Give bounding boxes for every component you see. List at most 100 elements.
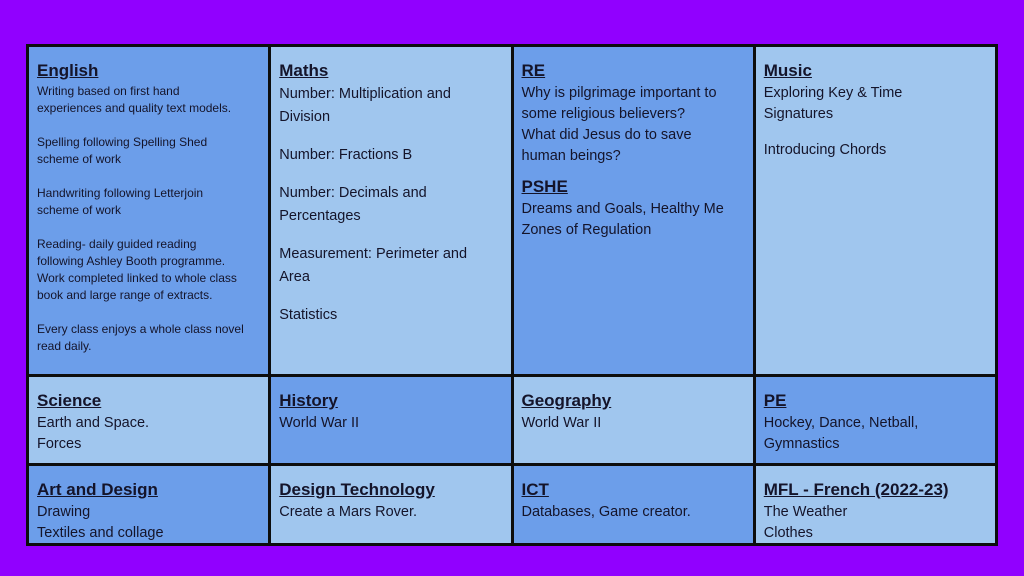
subject-section: Art and Design Drawing Textiles and collag… — [37, 478, 260, 543]
subject-title: RE — [521, 61, 546, 80]
subject-section: PSHE Dreams and Goals, Healthy Me Zones of… — [522, 175, 745, 241]
text-line: Percentages — [279, 208, 361, 224]
subject-cell: Design Technology Create a Mars Rover. — [271, 466, 511, 543]
text-line: experiences and quality text models. — [37, 101, 232, 115]
text-line: scheme of work — [37, 152, 122, 166]
subject-cell: English Writing based on first hand experi… — [29, 47, 269, 374]
subject-section: PE Hockey, Dance, Netball, Gymnastics — [764, 389, 987, 455]
subject-section: RE Why is pilgrimage important to some rel… — [522, 59, 745, 167]
text-line: Earth and Space. — [37, 415, 150, 431]
paragraph: Measurement: Perimeter and Area — [279, 243, 502, 289]
text-line: Number: Decimals and — [279, 185, 427, 201]
subject-cell: Maths Number: Multiplication and Division N… — [271, 47, 511, 374]
paragraph: Drawing Textiles and collage — [37, 502, 260, 543]
paragraph: Reading- daily guided reading following A… — [37, 236, 260, 304]
subject-cell: Music Exploring Key & Time Signatures Intro… — [755, 47, 995, 374]
subject-cell: History World War II — [271, 377, 511, 463]
subject-title: Art and Design — [37, 480, 158, 499]
subject-cell: Geography World War II — [513, 377, 753, 463]
paragraph: Number: Fractions B — [279, 144, 502, 167]
text-line: book and large range of extracts. — [37, 288, 213, 302]
subject-title: PE — [763, 391, 787, 410]
text-line: Number: Fractions B — [279, 147, 413, 163]
text-line: Statistics — [279, 307, 338, 323]
text-line: Create a Mars Rover. — [279, 504, 418, 520]
paragraph: Handwriting following Letterjoin scheme o… — [37, 185, 260, 219]
subject-section: Music Exploring Key & Time Signatures Intro… — [764, 59, 987, 161]
subject-title: Geography — [521, 391, 612, 410]
paragraph: Spelling following Spelling Shed scheme o… — [37, 134, 260, 168]
text-line: Drawing — [37, 504, 91, 520]
text-line: World War II — [521, 415, 602, 431]
paragraph: Earth and Space. Forces — [37, 413, 260, 455]
text-line: Textiles and collage — [37, 525, 164, 541]
text-line: Area — [279, 269, 310, 285]
paragraph: Hockey, Dance, Netball, Gymnastics — [764, 413, 987, 455]
paragraph: World War II — [522, 413, 745, 434]
text-line: World War II — [279, 415, 360, 431]
paragraph: Number: Decimals and Percentages — [279, 182, 502, 228]
text-line: What did Jesus do to save — [521, 127, 692, 143]
text-line: human beings? — [521, 148, 621, 164]
paragraph: Exploring Key & Time Signatures — [764, 83, 987, 125]
subject-section: MFL - French (2022-23) The Weather Clothes — [764, 478, 987, 543]
subject-title: Music — [763, 61, 812, 80]
text-line: Spelling following Spelling Shed — [37, 135, 208, 149]
subject-cell: PE Hockey, Dance, Netball, Gymnastics — [755, 377, 995, 463]
subject-section: ICT Databases, Game creator. — [522, 478, 745, 523]
subject-title: PSHE — [521, 177, 568, 196]
text-line: Gymnastics — [763, 436, 840, 452]
paragraph: Every class enjoys a whole class novel re… — [37, 321, 260, 355]
text-line: Forces — [37, 436, 82, 452]
text-line: Introducing Chords — [763, 142, 887, 158]
subject-section: English Writing based on first hand experi… — [37, 59, 260, 355]
text-line: Measurement: Perimeter and — [279, 246, 468, 262]
subject-cell: Art and Design Drawing Textiles and collag… — [29, 466, 269, 543]
text-line: scheme of work — [37, 203, 122, 217]
paragraph: Create a Mars Rover. — [279, 502, 502, 523]
subject-title: History — [279, 391, 338, 410]
subject-section: Geography World War II — [522, 389, 745, 434]
subject-title: Design Technology — [279, 480, 435, 499]
text-line: Hockey, Dance, Netball, — [763, 415, 919, 431]
subject-section: History World War II — [279, 389, 502, 434]
paragraph: Introducing Chords — [764, 140, 987, 161]
subject-cell: Science Earth and Space. Forces — [29, 377, 269, 463]
subject-title: MFL - French (2022-23) — [763, 480, 949, 499]
text-line: Number: Multiplication and — [279, 86, 451, 102]
text-line: Signatures — [763, 106, 834, 122]
text-line: Databases, Game creator. — [521, 504, 691, 520]
paragraph: World War II — [279, 413, 502, 434]
paragraph: Dreams and Goals, Healthy Me Zones of Reg… — [522, 199, 745, 241]
text-line: Handwriting following Letterjoin — [37, 186, 204, 200]
text-line: Reading- daily guided reading — [37, 237, 197, 251]
text-line: following Ashley Booth programme. — [37, 254, 226, 268]
paragraph: Statistics — [279, 304, 502, 327]
subject-cell: RE Why is pilgrimage important to some rel… — [513, 47, 753, 374]
subject-cell: ICT Databases, Game creator. — [513, 466, 753, 543]
text-line: Clothes — [763, 525, 813, 541]
curriculum-grid: English Writing based on first hand experi… — [26, 44, 998, 546]
paragraph: Why is pilgrimage important to some relig… — [522, 83, 745, 167]
paragraph: Number: Multiplication and Division — [279, 83, 502, 129]
text-line: Writing based on first hand — [37, 84, 180, 98]
subject-section: Design Technology Create a Mars Rover. — [279, 478, 502, 523]
paragraph: The Weather Clothes — [764, 502, 987, 543]
subject-section: Science Earth and Space. Forces — [37, 389, 260, 455]
text-line: The Weather — [763, 504, 848, 520]
subject-title: Maths — [279, 61, 329, 80]
text-line: some religious believers? — [521, 106, 686, 122]
paragraph: Databases, Game creator. — [522, 502, 745, 523]
text-line: Zones of Regulation — [521, 222, 652, 238]
text-line: Dreams and Goals, Healthy Me — [521, 201, 724, 217]
text-line: Exploring Key & Time — [763, 85, 903, 101]
text-line: Every class enjoys a whole class novel — [37, 322, 244, 336]
text-line: Why is pilgrimage important to — [521, 85, 717, 101]
subject-cell: MFL - French (2022-23) The Weather Clothes — [755, 466, 995, 543]
text-line: read daily. — [37, 339, 92, 353]
subject-title: ICT — [521, 480, 549, 499]
subject-section: Maths Number: Multiplication and Division N… — [279, 59, 502, 327]
subject-title: English — [37, 61, 99, 80]
paragraph: Writing based on first hand experiences a… — [37, 83, 260, 117]
